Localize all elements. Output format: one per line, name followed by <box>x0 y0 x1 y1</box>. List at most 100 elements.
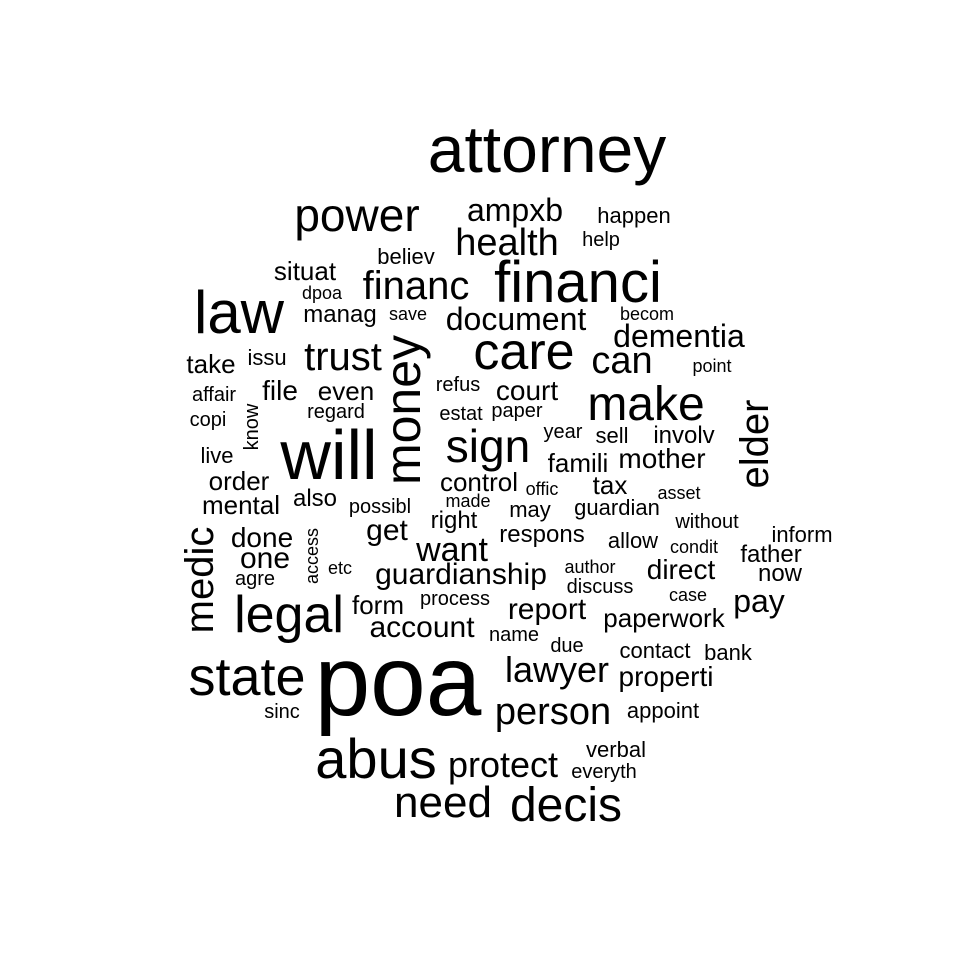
word-one: one <box>239 542 291 575</box>
word-want: want <box>416 531 488 569</box>
word-live: live <box>200 443 234 468</box>
word-bank: bank <box>704 640 752 665</box>
word-paper: paper <box>491 400 543 422</box>
word-will: will <box>280 416 378 494</box>
word-dementia: dementia <box>613 318 745 354</box>
word-famili: famili <box>547 448 609 478</box>
word-law: law <box>193 279 285 346</box>
word-take: take <box>186 349 236 379</box>
word-person: person <box>494 691 612 733</box>
word-agre: agre <box>234 568 276 590</box>
word-issu: issu <box>247 345 287 370</box>
word-state: state <box>188 647 306 707</box>
word-name: name <box>488 624 540 646</box>
word-order: order <box>208 466 270 496</box>
word-involv: involv <box>653 422 715 449</box>
word-manag: manag <box>303 301 377 328</box>
word-affair: affair <box>191 384 237 406</box>
word-copi: copi <box>189 409 227 431</box>
word-due: due <box>550 635 584 657</box>
word-sell: sell <box>595 423 629 448</box>
word-offic: offic <box>525 479 559 499</box>
word-condit: condit <box>669 537 719 557</box>
word-discuss: discuss <box>566 576 634 598</box>
word-abus: abus <box>315 727 437 790</box>
word-direct: direct <box>646 554 716 585</box>
word-mental: mental <box>201 490 281 520</box>
word-trust: trust <box>304 335 382 379</box>
word-elder: elder <box>733 399 777 489</box>
word-pay: pay <box>733 583 785 619</box>
word-guardian: guardian <box>574 495 660 520</box>
word-estat: estat <box>439 403 483 425</box>
word-legal: legal <box>234 586 344 644</box>
word-tax: tax <box>592 470 628 500</box>
word-lawyer: lawyer <box>504 649 610 690</box>
word-also: also <box>292 485 338 512</box>
word-happen: happen <box>597 203 671 228</box>
word-help: help <box>582 229 620 251</box>
word-mother: mother <box>618 443 706 474</box>
word-ampxb: ampxb <box>466 192 564 228</box>
word-dpoa: dpoa <box>301 283 343 303</box>
word-make: make <box>587 378 705 431</box>
word-need: need <box>394 778 492 827</box>
word-financi: financi <box>494 250 662 315</box>
word-possibl: possibl <box>348 496 412 518</box>
word-court: court <box>495 375 559 406</box>
word-etc: etc <box>327 558 353 578</box>
word-point: point <box>692 356 732 376</box>
word-account: account <box>369 611 475 644</box>
word-form: form <box>352 590 404 620</box>
word-care: care <box>473 323 575 381</box>
word-can: can <box>591 340 653 382</box>
word-father: father <box>740 541 802 568</box>
word-properti: properti <box>618 661 714 692</box>
word-right: right <box>430 507 478 534</box>
word-verbal: verbal <box>586 737 646 762</box>
word-file: file <box>262 375 298 406</box>
word-now: now <box>757 560 803 587</box>
word-health: health <box>455 222 559 264</box>
word-sinc: sinc <box>264 701 300 723</box>
word-case: case <box>668 585 708 605</box>
word-contact: contact <box>619 638 691 663</box>
word-decis: decis <box>509 779 623 832</box>
word-process: process <box>419 588 491 610</box>
word-even: even <box>317 376 375 406</box>
word-made: made <box>445 491 491 511</box>
word-document: document <box>445 301 587 337</box>
word-respons: respons <box>499 521 585 548</box>
word-money: money <box>375 334 431 486</box>
word-guardianship: guardianship <box>375 558 547 591</box>
word-financ: financ <box>362 264 470 308</box>
word-medic: medic <box>178 526 222 634</box>
word-inform: inform <box>771 522 833 547</box>
word-everyth: everyth <box>571 761 637 783</box>
word-situat: situat <box>273 256 337 286</box>
word-allow: allow <box>607 528 659 553</box>
word-may: may <box>509 497 551 522</box>
word-becom: becom <box>619 304 675 324</box>
word-regard: regard <box>307 401 365 423</box>
word-asset: asset <box>657 483 701 503</box>
word-author: author <box>564 557 616 577</box>
word-poa: poa <box>314 625 482 737</box>
word-report: report <box>507 593 587 626</box>
word-without: without <box>675 511 739 533</box>
word-save: save <box>388 304 428 324</box>
word-appoint: appoint <box>626 698 700 723</box>
word-attorney: attorney <box>427 112 667 186</box>
word-know: know <box>241 403 263 451</box>
word-get: get <box>366 514 408 547</box>
word-paperwork: paperwork <box>603 603 725 633</box>
word-sign: sign <box>445 420 531 472</box>
word-protect: protect <box>447 744 559 785</box>
word-believ: believ <box>377 244 435 269</box>
word-done: done <box>230 522 294 553</box>
word-access: access <box>302 527 322 585</box>
word-refus: refus <box>435 374 481 396</box>
word-power: power <box>294 189 420 241</box>
word-control: control <box>439 467 519 497</box>
